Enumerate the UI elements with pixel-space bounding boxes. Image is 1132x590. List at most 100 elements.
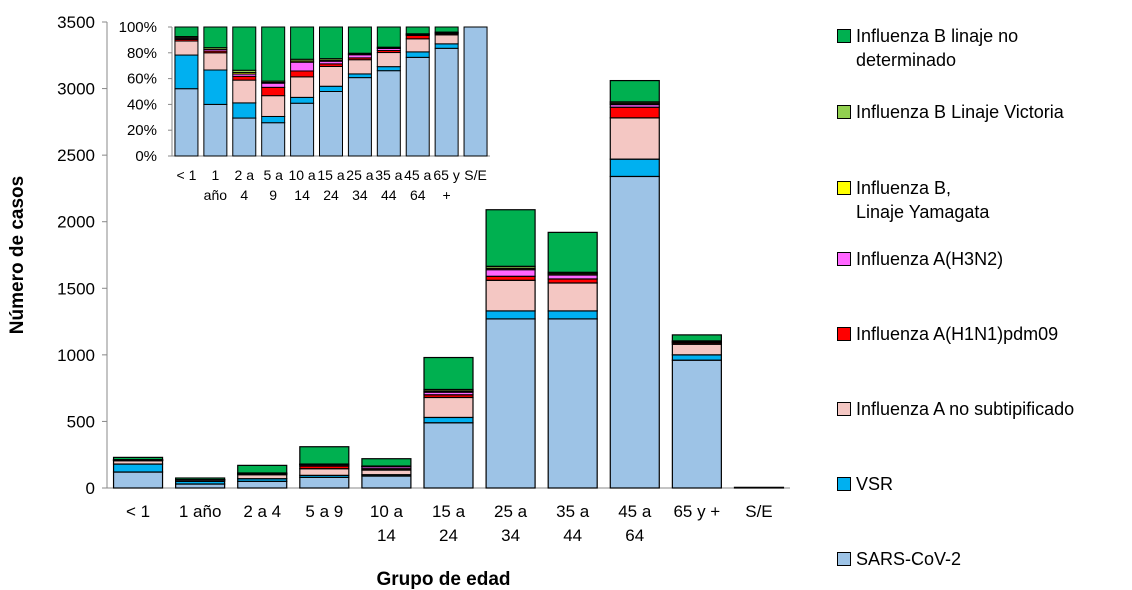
inset-bar-segment xyxy=(376,52,401,68)
inset-bar-segment xyxy=(203,103,228,157)
x-tick-label: 10 a xyxy=(370,502,404,521)
inset-y-tick-label: 80% xyxy=(127,45,157,62)
y-tick-label: 0 xyxy=(86,479,95,498)
legend-item-influenza-b-no-determinado: Influenza B linaje no determinado xyxy=(837,24,1018,72)
inset-x-tick-label: 24 xyxy=(323,187,339,203)
legend-label: Influenza A(H1N1)pdm09 xyxy=(856,324,1059,344)
bar-segment xyxy=(671,359,722,489)
inset-bar-segment xyxy=(261,82,286,88)
inset-bar-segment xyxy=(347,77,372,157)
inset-x-tick-label: 35 a xyxy=(375,167,402,183)
inset-y-tick-label: 40% xyxy=(127,96,157,113)
x-tick-label: 34 xyxy=(501,526,520,545)
inset-bar-segment xyxy=(405,26,430,35)
legend-swatch xyxy=(837,552,851,566)
bar-segment xyxy=(112,456,164,461)
inset-bar-segment xyxy=(174,88,199,157)
inset-bar-segment xyxy=(376,70,401,157)
legend-item-influenza-b-victoria: Influenza B Linaje Victoria xyxy=(837,100,1064,124)
inset-bar-segment xyxy=(290,70,315,78)
inset-x-tick-label: 1 xyxy=(211,167,219,183)
inset-bar-segment xyxy=(463,26,488,157)
x-tick-label: 35 a xyxy=(556,502,590,521)
bar-segment xyxy=(361,475,412,489)
bar-segment xyxy=(485,269,536,277)
x-tick-label: 15 a xyxy=(432,502,466,521)
inset-x-tick-label: año xyxy=(204,187,228,203)
legend-label: VSR xyxy=(856,474,894,494)
inset-bar-segment xyxy=(376,26,401,48)
inset-bar-segment xyxy=(319,26,343,60)
y-tick-label: 1000 xyxy=(57,346,95,365)
inset-bar-segment xyxy=(319,91,343,157)
bar-segment xyxy=(423,416,474,424)
inset-x-tick-label: 25 a xyxy=(346,167,373,183)
inset-x-tick-label: 14 xyxy=(294,187,310,203)
inset-y-tick-label: 100% xyxy=(119,19,157,36)
legend-item-influenza-a-no-subtipificado: Influenza A no subtipificado xyxy=(837,397,1074,421)
inset-bar-segment xyxy=(434,47,459,157)
inset-bar-segment xyxy=(232,75,257,81)
x-tick-label: 45 a xyxy=(618,502,652,521)
inset-x-tick-label: 5 a xyxy=(263,167,283,183)
inset-x-tick-label: 15 a xyxy=(317,167,344,183)
bar-segment xyxy=(361,469,412,476)
inset-bar-segment xyxy=(290,96,315,104)
bar-segment xyxy=(547,231,598,273)
bar-segment xyxy=(609,79,660,103)
inset-bar-segment xyxy=(203,52,228,71)
bar-segment xyxy=(547,282,598,312)
inset-bar-segment xyxy=(405,34,430,40)
x-tick-label: 2 a 4 xyxy=(243,502,281,521)
bar-segment xyxy=(299,468,350,476)
inset-bar-segment xyxy=(319,65,343,87)
inset-bar-segment xyxy=(232,79,257,104)
x-axis-title: Grupo de edad xyxy=(376,569,510,590)
inset-x-tick-label: S/E xyxy=(464,167,487,183)
inset-y-tick-label: 20% xyxy=(127,122,157,139)
bar-segment xyxy=(609,106,660,119)
inset-bar-segment xyxy=(203,69,228,105)
legend-item-vsr: VSR xyxy=(837,472,893,496)
legend-label: Influenza B, Linaje Yamagata xyxy=(856,178,990,222)
bar-segment xyxy=(485,310,536,320)
legend-swatch xyxy=(837,252,851,266)
bar-segment xyxy=(299,476,350,489)
inset-x-tick-label: 34 xyxy=(352,187,368,203)
inset-bar-segment xyxy=(376,66,401,72)
inset-bar-segment xyxy=(261,115,286,124)
legend-swatch xyxy=(837,105,851,119)
inset-x-tick-label: 2 a xyxy=(235,167,255,183)
inset-x-tick-label: 4 xyxy=(240,187,248,203)
bar-segment xyxy=(485,318,536,489)
chart-canvas: 0 500 1000 1500 2000 2500 3000 3500 < 1 1 año 2 a … xyxy=(7,13,790,590)
x-tick-label: 44 xyxy=(563,526,582,545)
inset-x-tick-label: 45 a xyxy=(404,167,431,183)
legend-swatch xyxy=(837,181,851,195)
x-tick-label: 1 año xyxy=(179,502,222,521)
x-tick-label: 24 xyxy=(439,526,458,545)
legend-item-influenza-a-h3n2: Influenza A(H3N2) xyxy=(837,247,1003,271)
inset-bar-segment xyxy=(261,26,286,82)
inset-bar-segment xyxy=(405,38,430,53)
bar-segment xyxy=(175,477,226,481)
bar-segment xyxy=(609,158,660,178)
y-tick-label: 2000 xyxy=(57,213,95,232)
inset-bar-segment xyxy=(347,59,372,75)
bar-segment xyxy=(485,279,536,312)
x-tick-label: 14 xyxy=(377,526,396,545)
inset-x-tick-label: 9 xyxy=(269,187,277,203)
bar-segment xyxy=(671,354,722,361)
bar-segment xyxy=(299,446,350,465)
inset-bar-segment xyxy=(434,26,459,33)
legend-item-sars-cov-2: SARS-CoV-2 xyxy=(837,547,961,571)
y-tick-label: 3000 xyxy=(57,80,95,99)
inset-bar-segment xyxy=(319,85,343,93)
bar-segment xyxy=(237,464,288,474)
chart-legend: Influenza B linaje no determinado Influe… xyxy=(837,0,1132,590)
y-axis-title: Número de casos xyxy=(7,176,28,334)
x-tick-label: < 1 xyxy=(126,502,150,521)
legend-swatch xyxy=(837,327,851,341)
bar-segment xyxy=(733,486,785,489)
x-tick-label: 25 a xyxy=(494,502,528,521)
